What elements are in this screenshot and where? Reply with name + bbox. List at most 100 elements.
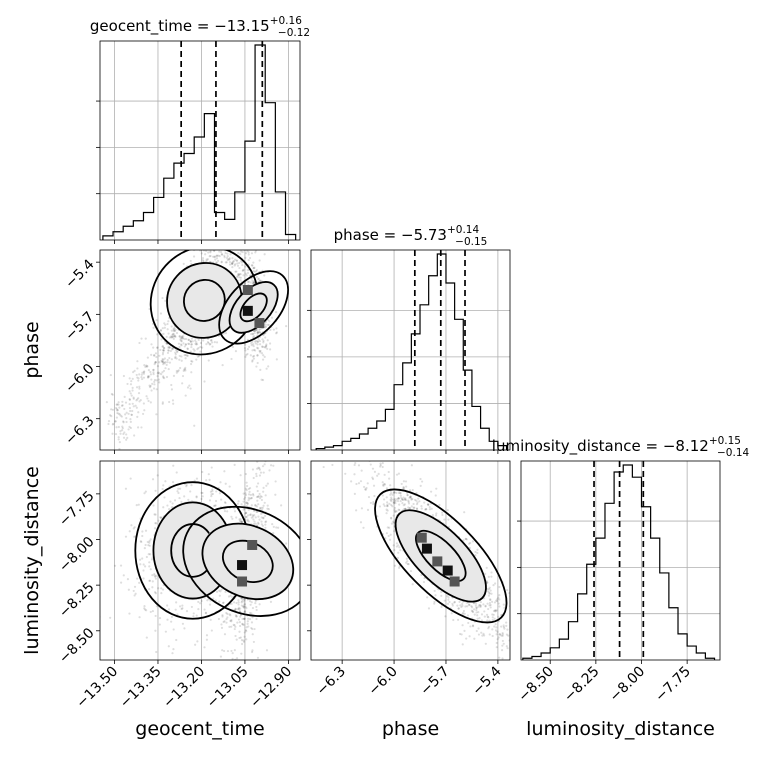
histogram-bar: [541, 653, 550, 660]
sample-point: [152, 326, 155, 329]
sample-point: [403, 498, 406, 501]
sample-point: [462, 611, 465, 614]
sample-point: [479, 600, 482, 604]
sample-point: [256, 331, 259, 334]
sample-point: [257, 515, 260, 518]
sample-point: [186, 354, 189, 357]
sample-point: [243, 609, 246, 613]
sample-point: [245, 607, 248, 610]
sample-point: [246, 502, 249, 505]
sample-point: [247, 493, 251, 496]
histogram-bar: [403, 363, 412, 450]
sample-point: [136, 426, 140, 429]
sample-point: [242, 245, 244, 247]
sample-point: [484, 572, 487, 575]
sample-point: [220, 498, 223, 501]
sample-point: [164, 630, 167, 633]
sample-point: [143, 409, 146, 412]
sample-point: [490, 600, 494, 603]
y-tick-label: −8.25: [56, 579, 98, 621]
sample-point: [189, 350, 192, 353]
sample-point: [141, 412, 145, 416]
sample-point: [267, 365, 270, 368]
sample-point: [223, 633, 227, 636]
sample-point: [158, 361, 161, 364]
sample-point: [409, 495, 412, 498]
sample-point: [154, 489, 157, 492]
sample-point: [255, 269, 259, 272]
sample-point: [471, 540, 475, 543]
sample-point: [243, 617, 246, 620]
sample-point: [248, 599, 252, 603]
sample-point: [386, 505, 389, 508]
sample-point: [490, 592, 493, 595]
sample-point: [201, 495, 204, 498]
sample-point: [143, 370, 146, 373]
sample-point: [252, 280, 255, 283]
sample-point: [248, 256, 252, 260]
sample-point: [118, 413, 121, 416]
sample-point: [382, 503, 385, 506]
sample-point: [264, 326, 267, 329]
sample-point: [144, 529, 148, 532]
sample-point: [255, 495, 259, 499]
sample-point: [483, 634, 486, 637]
sample-point: [223, 242, 225, 244]
sample-point: [210, 493, 213, 496]
sample-point: [137, 503, 140, 506]
sample-point: [480, 631, 483, 634]
sample-point: [388, 502, 391, 505]
sample-point: [265, 484, 268, 487]
sample-point: [391, 493, 394, 496]
sample-point: [247, 514, 250, 517]
sample-point: [248, 611, 252, 615]
sample-point: [233, 627, 236, 631]
sample-point: [255, 605, 258, 609]
histogram-bar: [687, 646, 696, 660]
sample-point: [193, 349, 196, 352]
x-tick-label: −13.35: [117, 664, 165, 712]
sample-point: [468, 603, 471, 606]
sample-point: [174, 335, 177, 338]
sample-point: [123, 407, 126, 411]
sample-point: [247, 253, 250, 256]
sample-point: [190, 371, 193, 374]
sample-point: [246, 518, 249, 521]
sample-point: [135, 373, 138, 377]
sample-point: [464, 605, 467, 608]
sample-point: [465, 637, 468, 640]
sample-point: [354, 461, 357, 465]
sample-point: [253, 349, 257, 352]
sample-point: [258, 279, 262, 282]
sample-point: [203, 646, 206, 649]
sample-point: [156, 474, 159, 477]
sample-point: [249, 354, 252, 357]
sample-point: [149, 553, 152, 556]
sample-point: [435, 512, 438, 515]
sample-point: [144, 490, 147, 493]
sample-point: [188, 384, 191, 387]
sample-point: [182, 342, 185, 345]
sample-point: [161, 371, 164, 374]
sample-point: [213, 504, 217, 507]
sample-point: [502, 624, 505, 627]
sample-point: [372, 500, 375, 504]
sample-point: [251, 340, 254, 344]
sample-point: [149, 370, 152, 374]
sample-point: [169, 335, 172, 338]
sample-point: [239, 615, 242, 618]
sample-point: [154, 592, 157, 595]
sample-point: [237, 601, 240, 604]
density-peak: [449, 576, 460, 587]
sample-point: [233, 264, 236, 267]
sample-point: [221, 614, 224, 617]
sample-point: [212, 597, 215, 600]
sample-point: [153, 363, 156, 366]
sample-point: [201, 491, 204, 495]
sample-point: [249, 458, 251, 460]
sample-point: [154, 361, 157, 364]
sample-point: [172, 327, 175, 330]
sample-point: [411, 488, 414, 492]
sample-point: [484, 605, 487, 608]
sample-point: [238, 276, 241, 279]
